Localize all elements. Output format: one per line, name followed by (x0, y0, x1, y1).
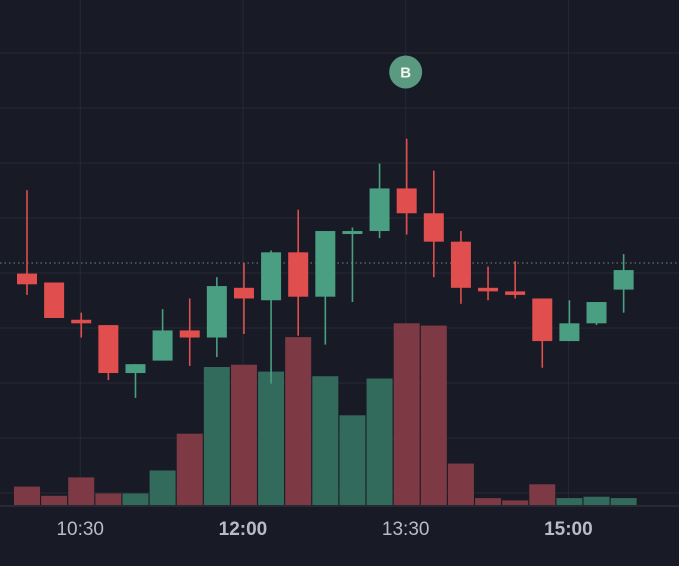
candle-body (17, 273, 37, 285)
candle (369, 163, 390, 239)
volume-bar (420, 325, 447, 505)
candle-body (559, 323, 580, 342)
candle (613, 254, 634, 313)
candle (71, 312, 92, 338)
candle (261, 250, 282, 384)
candle (152, 309, 173, 361)
candle-body (423, 213, 444, 242)
candle (559, 300, 580, 342)
candle (44, 282, 65, 318)
candle (98, 325, 119, 381)
volume-bar (14, 486, 40, 505)
candle (423, 170, 444, 278)
volume-bar (339, 415, 366, 505)
candle (179, 298, 200, 366)
candle-body (71, 319, 92, 324)
candle (206, 277, 227, 358)
trade-marker: B (389, 55, 423, 89)
candle-body (288, 252, 309, 297)
candle-body (532, 298, 553, 342)
volume-bar (447, 463, 474, 505)
candle-body (315, 231, 336, 297)
candle (532, 298, 553, 368)
candle-body (206, 286, 227, 338)
candle (396, 138, 417, 235)
candle-body (396, 188, 417, 214)
candle-body (152, 330, 173, 361)
time-tick-label: 15:00 (544, 519, 593, 540)
marker-layer: B (389, 55, 423, 89)
candle-body (125, 364, 146, 374)
volume-bar (393, 323, 420, 505)
candle (586, 302, 607, 326)
candle (288, 209, 309, 336)
time-tick-label: 13:30 (382, 519, 430, 540)
trade-marker-label: B (400, 65, 411, 82)
candle (505, 261, 526, 299)
candle-body (179, 330, 200, 338)
time-axis: 10:30 12:00 13:30 15:00 (0, 505, 679, 540)
candle-layer (17, 138, 634, 398)
candle-body (505, 291, 526, 295)
candle-body (98, 325, 119, 374)
candle-body (450, 241, 471, 288)
candle-body (261, 252, 282, 301)
volume-bar (285, 337, 312, 505)
trade-marker-badge (389, 55, 423, 89)
candle (478, 266, 499, 301)
volume-bar (203, 367, 230, 505)
candle-body (478, 287, 499, 292)
volume-bar (258, 371, 285, 505)
candle (233, 262, 254, 334)
candle-body (369, 188, 390, 232)
volume-bar (610, 498, 637, 505)
volume-bar (176, 433, 203, 505)
volume-bar (366, 378, 393, 505)
candle-body (586, 302, 607, 324)
candle (342, 227, 363, 303)
volume-bar (149, 470, 176, 505)
candle (17, 190, 37, 295)
time-tick-label: 10:30 (56, 519, 104, 540)
candle-body (613, 270, 634, 290)
volume-bar (502, 500, 529, 505)
candle-body (233, 287, 254, 299)
volume-bar (122, 493, 149, 505)
candle (315, 231, 336, 345)
volume-bar (556, 498, 583, 505)
volume-bar (583, 496, 610, 505)
time-tick-label: 12:00 (219, 519, 268, 540)
volume-layer (14, 323, 637, 505)
volume-bar (529, 484, 556, 505)
candle-body (342, 231, 363, 235)
volume-bar (95, 493, 122, 505)
volume-bar (41, 495, 68, 505)
candle (125, 364, 146, 398)
candle (450, 231, 471, 304)
volume-bar (312, 376, 339, 505)
volume-bar (230, 364, 257, 505)
volume-bar (68, 477, 95, 505)
volume-bar (475, 498, 502, 505)
candle-body (44, 282, 65, 318)
